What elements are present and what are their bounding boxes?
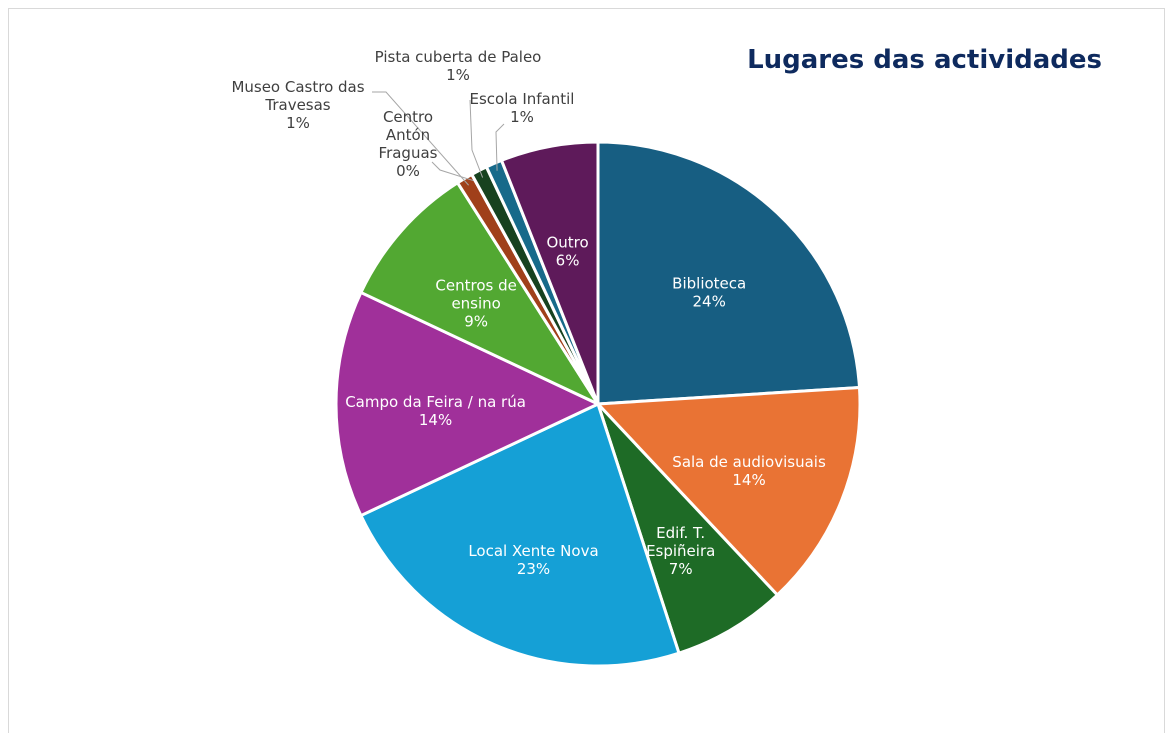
slice-label: Campo da Feira / na rúa [345,393,526,411]
leader-line [469,99,484,178]
slice-label: Museo Castro das Travesas [231,78,364,114]
pie-slice [594,385,862,598]
leader-line [431,161,476,182]
value-label: 7% [669,560,693,578]
slice-label: Edif. T. Espiñeira [646,524,715,560]
pie-slice [499,140,600,405]
value-label: 23% [517,560,550,578]
pie-slice [596,402,780,656]
value-label: 1% [510,108,534,126]
value-label: 1% [286,114,310,132]
slice-label: Local Xente Nova [468,542,598,560]
pie-slice [596,140,862,406]
slice-label: Centros de ensino [435,277,516,313]
slice-label: Centro Antón Fraguas [379,108,438,162]
value-label: 14% [419,411,452,429]
slice-label: Sala de audiovisuais [672,453,826,471]
value-label: 1% [446,66,470,84]
pie-slice [358,180,603,408]
chart-title: Lugares das actividades [747,45,1102,75]
slice-label: Outro [546,233,588,251]
value-label: 14% [732,471,765,489]
leader-line [372,91,470,186]
pie-slice [358,401,681,668]
slice-label: Biblioteca [672,275,746,293]
value-label: 24% [693,293,726,311]
leader-line [495,123,505,171]
slice-label: Escola Infantil [470,90,575,108]
value-label: 0% [396,162,420,180]
pie-slice [334,290,602,518]
slice-label: Pista cuberta de Paleo [375,48,542,66]
value-label: 9% [464,313,488,331]
value-label: 6% [556,251,580,269]
